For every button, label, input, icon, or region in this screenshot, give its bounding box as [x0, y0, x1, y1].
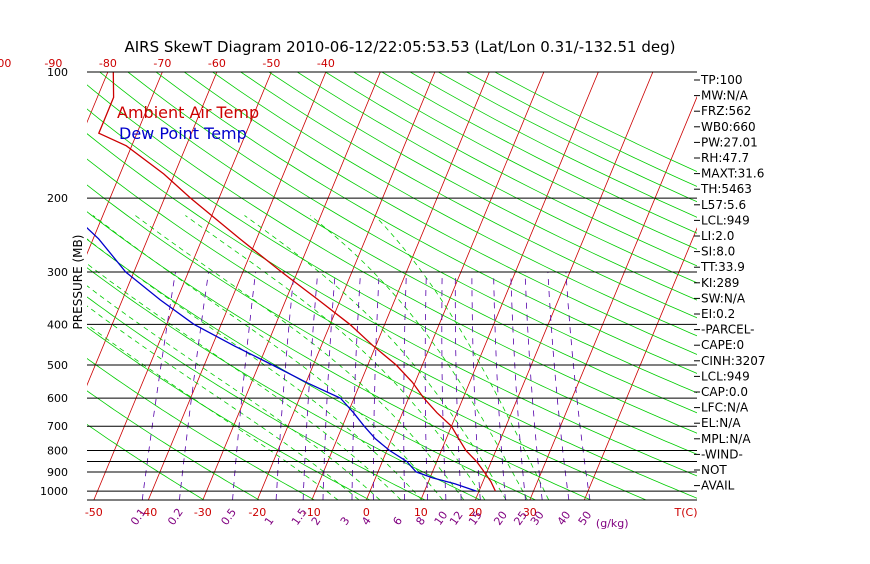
- index-entry: AVAIL: [701, 479, 735, 493]
- pressure-tick-label: 400: [47, 318, 68, 331]
- index-entry: RH:47.7: [701, 151, 749, 165]
- index-entry: FRZ:562: [701, 104, 751, 118]
- index-entry: EI:0.2: [701, 307, 735, 321]
- pressure-tick-label: 200: [47, 192, 68, 205]
- index-entry: SW:N/A: [701, 291, 746, 305]
- index-entry: -PARCEL-: [701, 323, 755, 337]
- legend-dew-point-temp: Dew Point Temp: [119, 124, 247, 143]
- pressure-tick-label: 500: [47, 359, 68, 372]
- top-temperature-tick-label: -50: [262, 57, 280, 70]
- pressure-tick-label: 1000: [40, 485, 68, 498]
- pressure-tick-label: 700: [47, 420, 68, 433]
- pressure-tick-label: 600: [47, 392, 68, 405]
- legend-ambient-air-temp: Ambient Air Temp: [117, 103, 259, 122]
- y-axis-title: PRESSURE (MB): [71, 235, 85, 330]
- bottom-temperature-tick-label: -30: [194, 506, 212, 519]
- index-entry: LI:2.0: [701, 229, 734, 243]
- chart-title: AIRS SkewT Diagram 2010-06-12/22:05:53.5…: [124, 38, 675, 56]
- index-entry: TP:100: [700, 73, 743, 87]
- bottom-temperature-tick-label: -50: [85, 506, 103, 519]
- index-entry: WB0:660: [701, 120, 756, 134]
- top-temperature-tick-label: -80: [99, 57, 117, 70]
- temperature-unit-label: T(C): [674, 506, 698, 519]
- index-entry: MW:N/A: [701, 89, 749, 103]
- index-entry: LCL:949: [701, 369, 750, 383]
- index-entry: MPL:N/A: [701, 432, 751, 446]
- index-entry: SI:8.0: [701, 245, 735, 259]
- index-entry: CAPE:0: [701, 338, 744, 352]
- index-entry: CINH:3207: [701, 354, 766, 368]
- index-entry: TH:5463: [700, 182, 752, 196]
- index-entry: EL:N/A: [701, 416, 741, 430]
- top-temperature-tick-label: -40: [317, 57, 335, 70]
- index-entry: PW:27.01: [701, 135, 758, 149]
- pressure-tick-label: 100: [47, 66, 68, 79]
- pressure-tick-label: 900: [47, 466, 68, 479]
- index-entry: NOT: [701, 463, 727, 477]
- index-entry: MAXT:31.6: [701, 167, 764, 181]
- mixing-ratio-unit-label: (g/kg): [596, 517, 629, 530]
- index-entry: TT:33.9: [700, 260, 745, 274]
- index-entry: CAP:0.0: [701, 385, 748, 399]
- index-entry: KI:289: [701, 276, 739, 290]
- index-entry: L57:5.6: [701, 198, 746, 212]
- top-temperature-tick-label: -100: [0, 57, 11, 70]
- pressure-tick-label: 300: [47, 266, 68, 279]
- index-entry: LFC:N/A: [701, 401, 749, 415]
- top-temperature-tick-label: -60: [208, 57, 226, 70]
- pressure-tick-label: 800: [47, 445, 68, 458]
- top-temperature-tick-label: -70: [153, 57, 171, 70]
- index-entry: -WIND-: [701, 447, 743, 461]
- index-entry: LCL:949: [701, 213, 750, 227]
